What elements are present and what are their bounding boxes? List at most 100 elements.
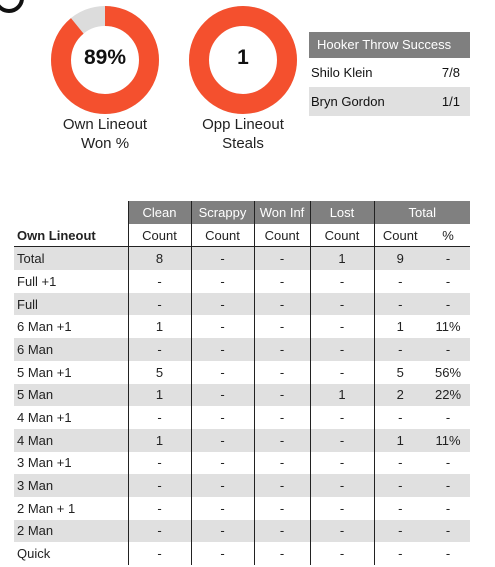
table-cell: -: [309, 451, 374, 475]
table-cell: -: [190, 451, 254, 475]
table-cell: -: [373, 406, 426, 429]
table-row: 4 Man 1- - -1 11%: [14, 428, 470, 452]
hooker-name: Shilo Klein: [311, 65, 373, 80]
hooker-row: Bryn Gordon 1/1: [309, 87, 470, 116]
table-cell: -: [253, 428, 310, 452]
table-cell: -: [373, 270, 426, 293]
table-cell: 1: [127, 315, 191, 339]
donut-label-line2: Won %: [80, 135, 130, 152]
hooker-value: 1/1: [441, 94, 460, 109]
table-cell: -: [309, 292, 374, 316]
subheader-cell: Count: [190, 223, 254, 248]
table-cell: -: [127, 474, 191, 497]
table-cell: -: [190, 474, 254, 497]
table-row: 3 Man +1- - - - - -: [14, 451, 470, 475]
table-cell: 1: [127, 428, 191, 452]
table-cell: -: [445, 410, 451, 426]
table-cell: -: [253, 338, 310, 361]
table-cell: 2: [373, 383, 426, 407]
own-lineout-won-donut: 89%: [50, 5, 160, 115]
table-row: 3 Man - - - - - -: [14, 474, 470, 497]
donut-label-line1: Opp Lineout: [202, 116, 284, 133]
table-cell: -: [373, 496, 426, 520]
table-cell: 8: [127, 246, 191, 271]
table-cell: -: [127, 496, 191, 520]
table-cell: -: [309, 406, 374, 429]
table-row: Full +1- - - - - -: [14, 270, 470, 293]
donut-value-arc: [189, 6, 297, 114]
table-row: Quick - - - - - -: [14, 542, 470, 565]
subheader-cell: Count: [253, 223, 310, 248]
hooker-row: Shilo Klein 7/8: [309, 58, 470, 87]
table-row: 4 Man +1- - - - - -: [14, 406, 470, 429]
row-label: Full: [14, 292, 128, 316]
table-cell: -: [190, 406, 254, 429]
opp-lineout-steals-donut: 1: [188, 5, 298, 115]
table-cell: 1: [309, 383, 374, 407]
table-cell: -: [253, 542, 310, 565]
table-cell: -: [127, 338, 191, 361]
table-cell: -: [309, 496, 374, 520]
table-cell: -: [426, 338, 470, 361]
row-label: 3 Man +1: [17, 455, 72, 471]
table-row: 5 Man +1 5- - -5 56%: [14, 360, 470, 384]
row-label: 2 Man: [14, 519, 128, 543]
opp-lineout-steals-donut-svg: [189, 6, 297, 114]
table-cell: -: [309, 519, 374, 543]
table-cell: -: [253, 292, 310, 316]
table-cell: -: [127, 292, 191, 316]
table-cell: -: [127, 542, 191, 565]
subheader-cell: Count: [373, 223, 426, 248]
table-cell: -: [127, 270, 191, 293]
row-label: 5 Man: [14, 383, 128, 407]
table-cell: -: [190, 360, 254, 384]
table-cell: -: [127, 451, 191, 475]
table-cell: -: [426, 292, 470, 316]
donut-center-value: 89%: [83, 46, 127, 69]
row-label: 4 Man +1: [17, 410, 72, 426]
row-header-title: Own Lineout: [14, 223, 128, 248]
table-cell: 1: [127, 383, 191, 407]
table-cell: 56%: [434, 364, 462, 380]
table-cell: -: [426, 519, 470, 543]
table-cell: -: [309, 428, 374, 452]
table-cell: -: [190, 338, 254, 361]
row-label: 2 Man + 1: [17, 500, 76, 516]
table-cell: 11%: [435, 319, 461, 335]
row-label: 6 Man +1: [17, 319, 72, 335]
table-cell: -: [309, 270, 374, 293]
own-lineout-won-donut-svg: [51, 6, 159, 114]
table-row: 6 Man +1 1- - -1 11%: [14, 315, 470, 339]
table-cell: -: [253, 270, 310, 293]
subheader-cell: %: [426, 223, 470, 248]
table-cell: 5: [127, 360, 191, 384]
donut-value-arc: [51, 6, 159, 114]
hooker-name: Bryn Gordon: [311, 94, 385, 109]
table-cell: -: [373, 451, 426, 475]
table-cell: -: [190, 246, 254, 271]
table-subheader-row: Own Lineout Count Count Count Count Count%: [14, 223, 470, 248]
table-cell: -: [373, 292, 426, 316]
own-lineout-table: Clean Scrappy Won Inf Lost Total Own Lineout C…: [14, 201, 470, 565]
row-label: 6 Man: [14, 338, 128, 361]
group-header-cell: Clean: [127, 201, 191, 224]
table-cell: -: [309, 542, 374, 565]
table-cell: -: [190, 428, 254, 452]
group-header-cell: Lost: [309, 201, 374, 224]
table-cell: -: [253, 315, 310, 339]
table-cell: -: [309, 360, 374, 384]
own-lineout-won-label: Own Lineout Won %: [30, 115, 180, 153]
table-cell: -: [253, 519, 310, 543]
table-cell: -: [253, 474, 310, 497]
table-cell: -: [445, 500, 451, 516]
table-cell: -: [426, 246, 470, 271]
table-cell: -: [445, 546, 451, 562]
group-header-cell: Total: [373, 201, 470, 224]
subheader-cell: Count: [127, 223, 191, 248]
row-label: Total: [14, 246, 128, 271]
table-cell: 1: [373, 315, 426, 339]
opp-lineout-steals-label: Opp Lineout Steals: [168, 115, 318, 153]
subheader-cell: Count: [309, 223, 374, 248]
table-corner-cell: [14, 201, 128, 224]
table-cell: -: [426, 474, 470, 497]
